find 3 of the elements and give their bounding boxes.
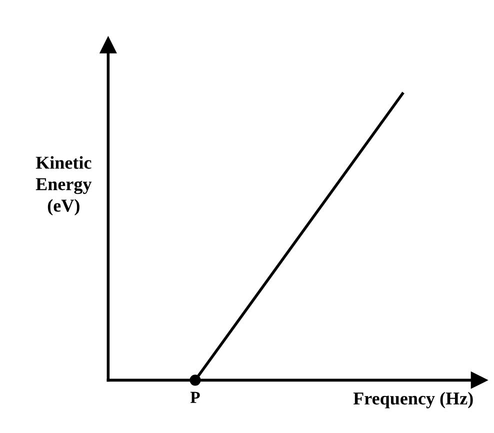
annotation: P: [190, 392, 200, 403]
y-axis-title: Kinetic Energy (eV): [36, 156, 92, 216]
x-axis-title: Frequency (Hz): [353, 392, 473, 408]
